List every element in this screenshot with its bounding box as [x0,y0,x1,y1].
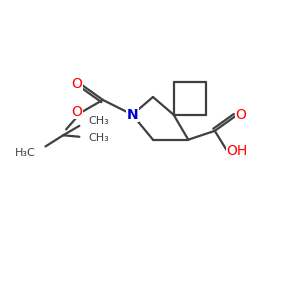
Text: CH₃: CH₃ [88,116,109,126]
Text: H₃C: H₃C [14,148,35,158]
Text: N: N [127,108,138,122]
Text: O: O [235,108,246,122]
Text: O: O [71,77,82,91]
Text: O: O [71,105,82,119]
Text: CH₃: CH₃ [88,133,109,143]
Text: OH: OH [226,145,247,158]
